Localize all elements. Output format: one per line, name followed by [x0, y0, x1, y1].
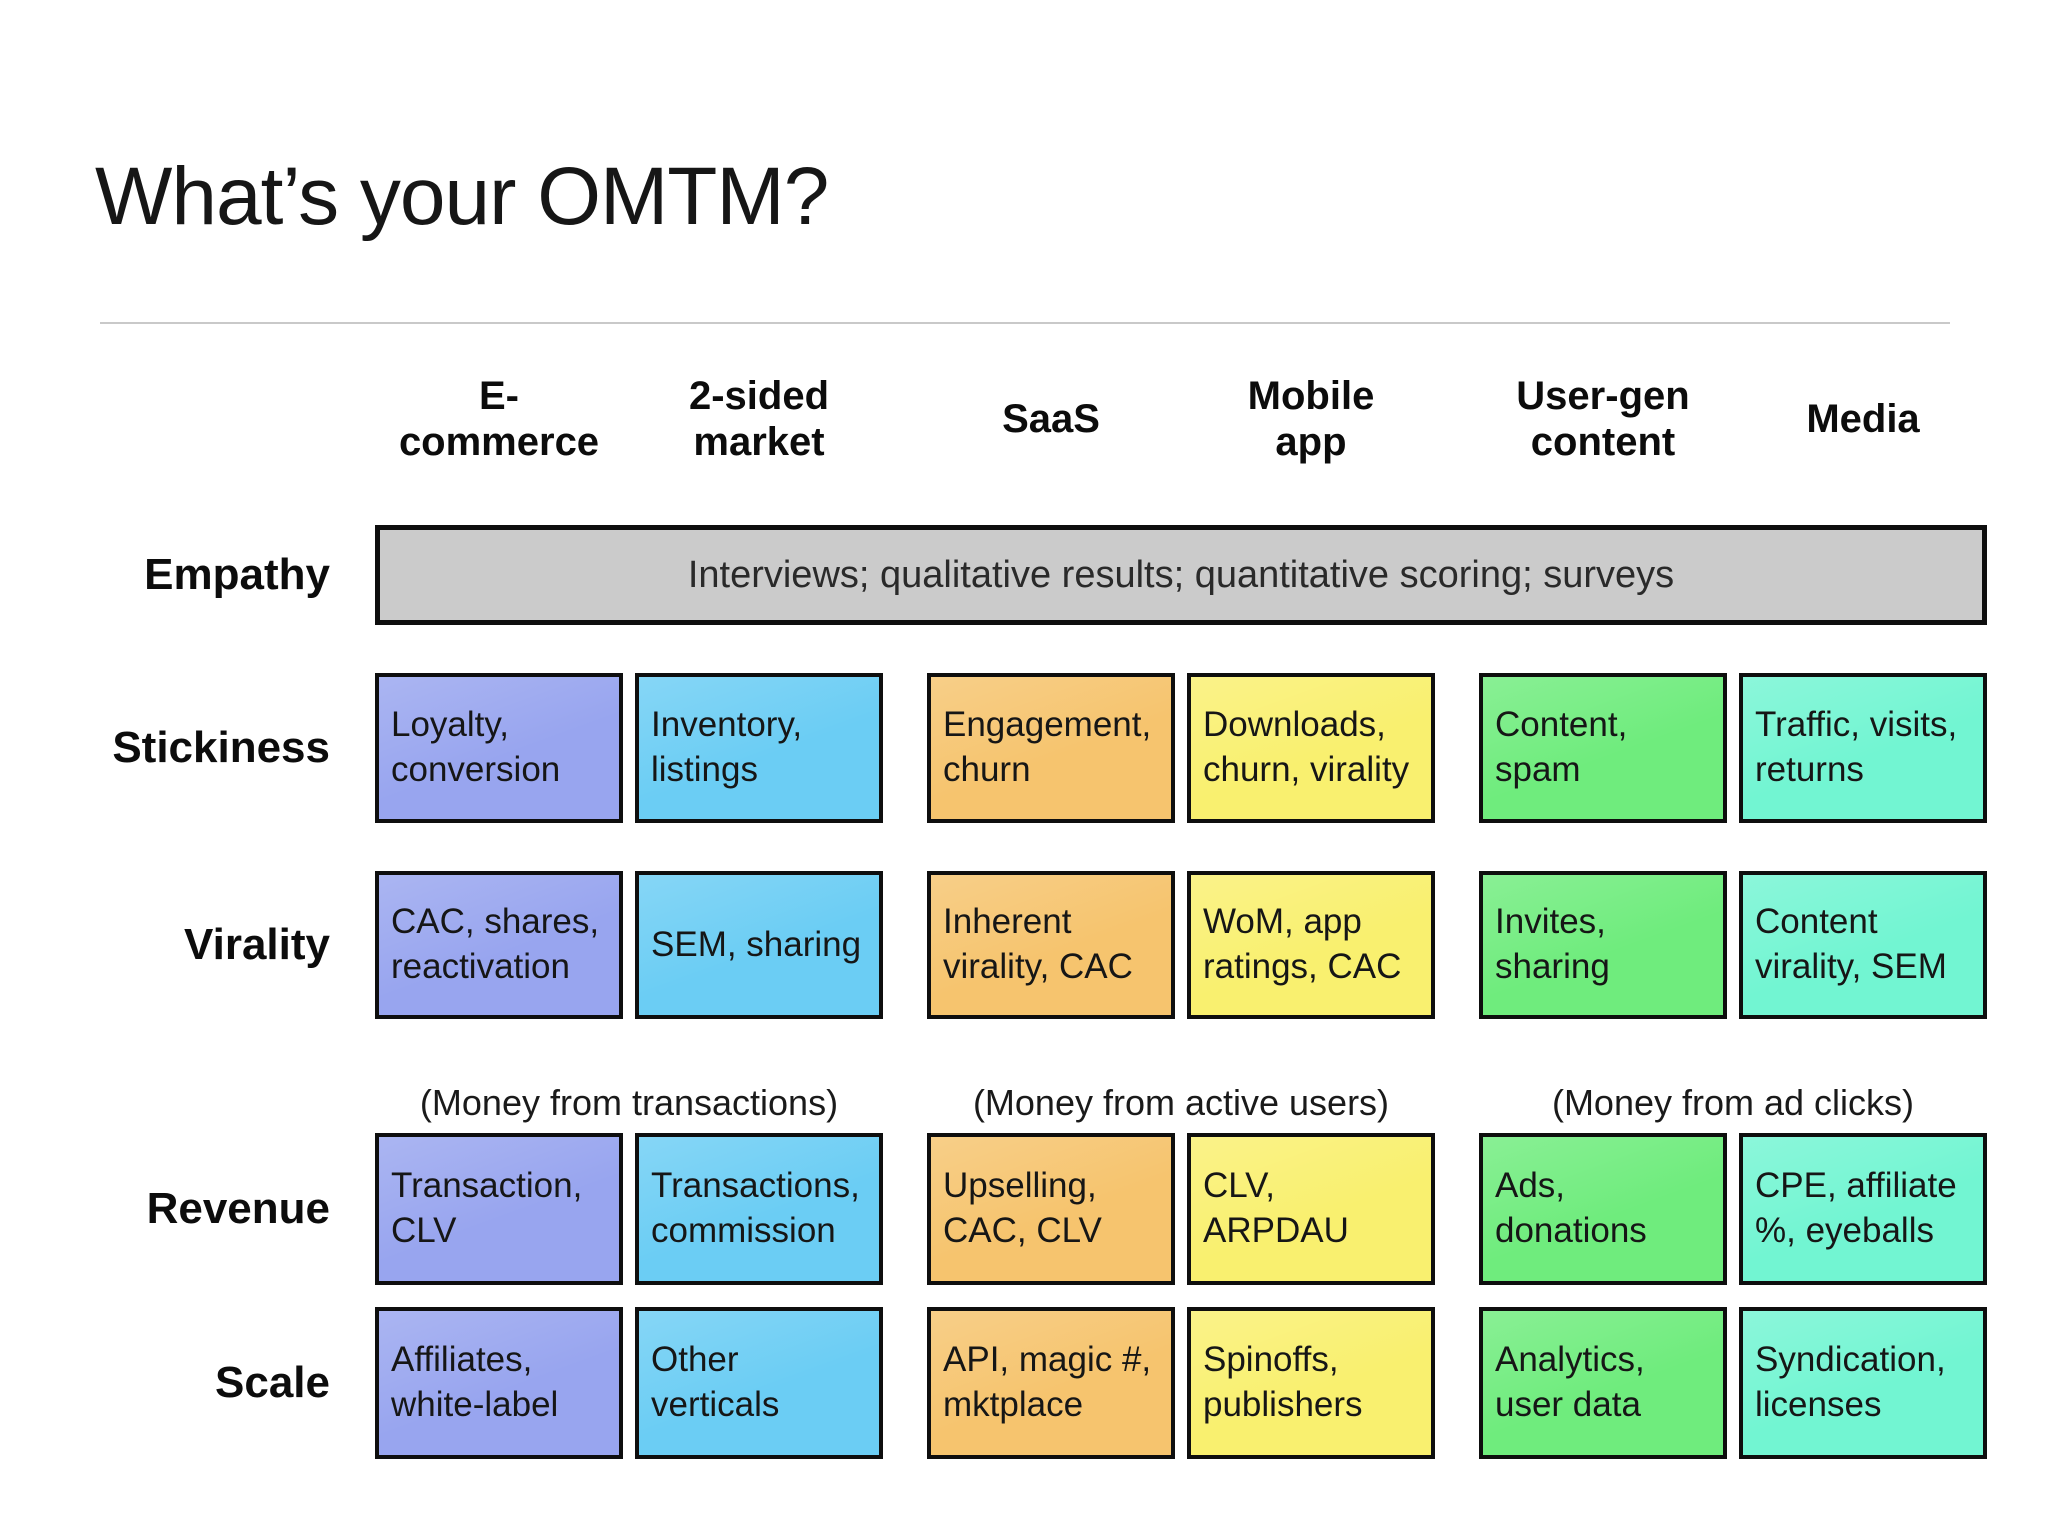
cell-scale-two-sided-market: Other verticals [635, 1307, 883, 1459]
cell-stickiness-ecommerce: Loyalty, conversion [375, 673, 623, 823]
annotation-money-from-active-users: (Money from active users) [972, 1082, 1390, 1123]
cell-revenue-mobile-app: CLV, ARPDAU [1187, 1133, 1435, 1285]
title-divider [100, 322, 1950, 324]
omtm-matrix: E- commerce 2-sided market SaaS Mobile a… [35, 365, 1987, 1459]
cell-virality-media: Content virality, SEM [1739, 871, 1987, 1019]
column-header-media: Media [1806, 397, 1920, 441]
cell-stickiness-two-sided-market: Inventory, listings [635, 673, 883, 823]
page-title: What’s your OMTM? [95, 151, 829, 242]
column-header-mobile-app: Mobile app [1247, 374, 1375, 464]
cell-revenue-ecommerce: Transaction, CLV [375, 1133, 623, 1285]
column-header-two-sided-market: 2-sided market [688, 374, 830, 464]
cell-virality-two-sided-market: SEM, sharing [635, 871, 883, 1019]
cell-stickiness-user-gen-content: Content, spam [1479, 673, 1727, 823]
column-header-saas: SaaS [1002, 397, 1100, 441]
cell-scale-media: Syndication, licenses [1739, 1307, 1987, 1459]
annotation-money-from-transactions: (Money from transactions) [419, 1082, 839, 1123]
cell-revenue-two-sided-market: Transactions, commission [635, 1133, 883, 1285]
row-label-virality: Virality [184, 920, 330, 969]
cell-stickiness-media: Traffic, visits, returns [1739, 673, 1987, 823]
column-header-user-gen-content: User-gen content [1516, 374, 1690, 464]
row-label-scale: Scale [215, 1358, 330, 1407]
cell-scale-user-gen-content: Analytics, user data [1479, 1307, 1727, 1459]
cell-stickiness-saas: Engagement, churn [927, 673, 1175, 823]
annotation-money-from-ad-clicks: (Money from ad clicks) [1551, 1082, 1915, 1123]
cell-virality-ecommerce: CAC, shares, reactivation [375, 871, 623, 1019]
cell-stickiness-mobile-app: Downloads, churn, virality [1187, 673, 1435, 823]
cell-virality-mobile-app: WoM, app ratings, CAC [1187, 871, 1435, 1019]
cell-revenue-media: CPE, affiliate %, eyeballs [1739, 1133, 1987, 1285]
cell-empathy-span: Interviews; qualitative results; quantit… [375, 525, 1987, 625]
cell-scale-saas: API, magic #, mktplace [927, 1307, 1175, 1459]
cell-virality-user-gen-content: Invites, sharing [1479, 871, 1727, 1019]
cell-scale-mobile-app: Spinoffs, publishers [1187, 1307, 1435, 1459]
cell-revenue-saas: Upselling, CAC, CLV [927, 1133, 1175, 1285]
cell-revenue-user-gen-content: Ads, donations [1479, 1133, 1727, 1285]
cell-scale-ecommerce: Affiliates, white-label [375, 1307, 623, 1459]
row-label-revenue: Revenue [146, 1184, 330, 1233]
cell-virality-saas: Inherent virality, CAC [927, 871, 1175, 1019]
row-label-empathy: Empathy [144, 550, 330, 599]
row-label-stickiness: Stickiness [112, 723, 330, 772]
column-header-ecommerce: E- commerce [398, 374, 600, 464]
